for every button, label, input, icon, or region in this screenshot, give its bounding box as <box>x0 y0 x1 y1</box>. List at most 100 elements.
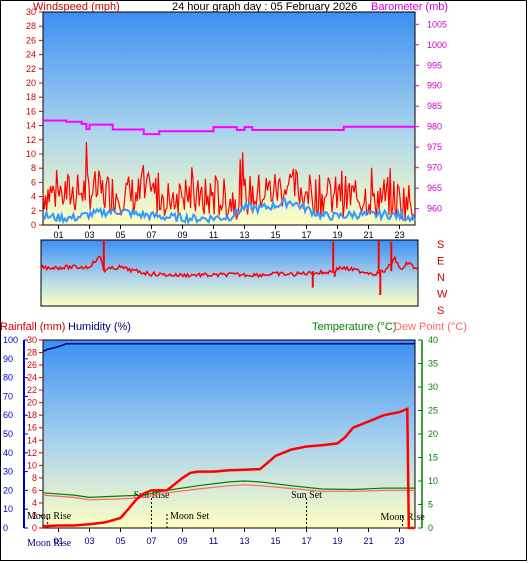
humidity-y-tick-label: 70 <box>3 391 13 401</box>
wind-x-tick-label: 13 <box>239 230 249 240</box>
rain-x-tick-label: 01 <box>53 536 63 546</box>
temp-y-tick-label: 5 <box>428 500 433 510</box>
event-label: Sun Set <box>291 490 322 501</box>
rain-y-tick-label: 20 <box>27 398 37 408</box>
baro-y-tick-label: 970 <box>427 163 442 173</box>
event-label: Moon Rise <box>381 512 426 523</box>
wind-x-tick-label: 09 <box>177 230 187 240</box>
humidity-y-tick-label: 10 <box>3 504 13 514</box>
wind-y-tick-label: 24 <box>26 50 36 60</box>
humidity-series-line <box>42 343 415 352</box>
rain-y-tick-label: 30 <box>27 335 37 345</box>
rain-y-tick-label: 16 <box>27 423 37 433</box>
baro-y-tick-label: 975 <box>427 142 442 152</box>
temp-y-tick-label: 35 <box>428 359 438 369</box>
baro-y-tick-label: 995 <box>427 60 442 70</box>
wind-y-tick-label: 16 <box>26 106 36 116</box>
wind-y-tick-label: 18 <box>26 92 36 102</box>
bottom-moon-rise-label: Moon Rise <box>27 538 72 549</box>
baro-axis-label: Barometer (mb) <box>371 1 448 13</box>
humidity-axis-label: Humidity (%) <box>68 321 131 333</box>
wind-y-tick-label: 10 <box>26 149 36 159</box>
event-label: Moon Rise <box>27 511 72 522</box>
rain-x-tick-label: 05 <box>115 536 125 546</box>
wind-y-tick-label: 8 <box>31 163 36 173</box>
rain-x-tick-label: 21 <box>363 536 373 546</box>
rain-series-line <box>42 407 415 530</box>
wind-x-tick-label: 03 <box>84 230 94 240</box>
chart-marks: 0246810121416182022242628309609659709759… <box>3 7 447 546</box>
chart-title: 24 hour graph day : 05 February 2026 <box>172 1 357 13</box>
rain-y-tick-label: 0 <box>32 523 37 533</box>
temp-axis-label: Temperature (°C) <box>312 321 396 333</box>
baro-series-line <box>43 119 415 136</box>
wind-y-tick-label: 2 <box>31 206 36 216</box>
direction-label: S <box>437 305 444 317</box>
wind-x-tick-label: 23 <box>394 230 404 240</box>
rain-y-tick-label: 6 <box>32 485 37 495</box>
event-label: Moon Set <box>170 511 209 522</box>
rain-x-tick-label: 09 <box>177 536 187 546</box>
baro-y-tick-label: 1005 <box>427 19 447 29</box>
rain-y-tick-label: 4 <box>32 498 37 508</box>
direction-label: N <box>437 272 445 284</box>
rain-x-tick-label: 23 <box>394 536 404 546</box>
rain-x-tick-label: 15 <box>270 536 280 546</box>
temp-series-line <box>42 480 415 499</box>
temp-y-tick-label: 40 <box>428 335 438 345</box>
wind-axis-label: Windspeed (mph) <box>33 1 120 13</box>
baro-y-tick-label: 1000 <box>427 40 447 50</box>
direction-label: S <box>437 239 444 251</box>
rain-y-tick-label: 10 <box>27 460 37 470</box>
rain-y-tick-label: 26 <box>27 360 37 370</box>
baro-y-tick-label: 985 <box>427 101 442 111</box>
rain-y-tick-label: 24 <box>27 373 37 383</box>
rain-y-tick-label: 28 <box>27 348 37 358</box>
temp-y-tick-label: 20 <box>428 429 438 439</box>
baro-y-tick-label: 965 <box>427 183 442 193</box>
rain-y-tick-label: 8 <box>32 473 37 483</box>
wind-y-tick-label: 6 <box>31 177 36 187</box>
humidity-y-tick-label: 50 <box>3 429 13 439</box>
temp-y-tick-label: 15 <box>428 453 438 463</box>
wind-x-tick-label: 17 <box>301 230 311 240</box>
humidity-y-tick-label: 60 <box>3 410 13 420</box>
rain-y-tick-label: 14 <box>27 435 37 445</box>
wind-y-tick-label: 30 <box>26 7 36 17</box>
rain-y-tick-label: 22 <box>27 385 37 395</box>
humidity-y-tick-label: 20 <box>3 485 13 495</box>
baro-y-tick-label: 990 <box>427 81 442 91</box>
rain-axis-label: Rainfall (mm) <box>0 321 65 333</box>
temp-y-tick-label: 0 <box>428 523 433 533</box>
rain-y-tick-label: 18 <box>27 410 37 420</box>
humidity-y-tick-label: 30 <box>3 467 13 477</box>
wind-x-tick-label: 11 <box>209 230 218 240</box>
dew-axis-label: Dew Point (°C) <box>394 321 467 333</box>
temp-y-tick-label: 25 <box>428 406 438 416</box>
baro-y-tick-label: 980 <box>427 122 442 132</box>
wind-y-tick-label: 22 <box>26 64 36 74</box>
humidity-y-tick-label: 90 <box>3 354 13 364</box>
rain-x-tick-label: 11 <box>209 536 218 546</box>
wind-x-tick-label: 21 <box>363 230 373 240</box>
wind-y-tick-label: 28 <box>26 21 36 31</box>
gust-series-line <box>42 197 416 226</box>
wind-y-tick-label: 26 <box>26 35 36 45</box>
baro-y-tick-label: 960 <box>427 204 442 214</box>
wind-y-tick-label: 4 <box>31 192 36 202</box>
rain-y-tick-label: 2 <box>32 510 37 520</box>
wind-x-tick-label: 05 <box>115 230 125 240</box>
rain-x-tick-label: 03 <box>84 536 94 546</box>
rain-y-tick-label: 12 <box>27 448 37 458</box>
humidity-y-tick-label: 0 <box>3 523 8 533</box>
direction-label: E <box>437 256 444 268</box>
wind-y-tick-label: 14 <box>26 121 36 131</box>
wind-x-tick-label: 15 <box>270 230 280 240</box>
humidity-y-tick-label: 80 <box>3 373 13 383</box>
rain-x-tick-label: 19 <box>332 536 342 546</box>
rain-x-tick-label: 07 <box>146 536 156 546</box>
wind-y-tick-label: 12 <box>26 135 36 145</box>
